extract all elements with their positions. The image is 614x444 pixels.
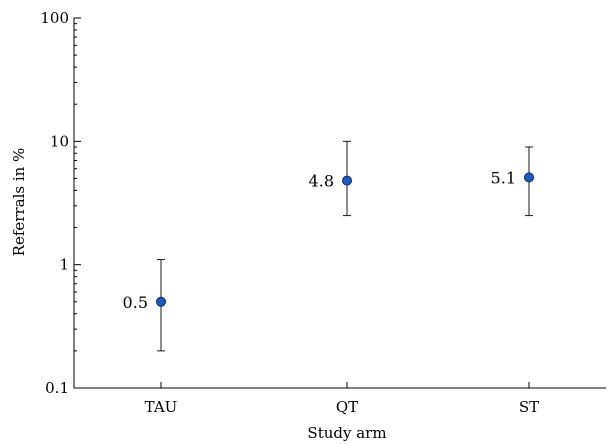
data-marks: 0.5 4.8 5.1 — [123, 140, 534, 352]
x-axis-title: Study arm — [307, 424, 386, 442]
y-tick-label: 0.1 — [45, 379, 69, 397]
data-point — [342, 175, 352, 186]
x-tick-label: QT — [336, 398, 358, 416]
y-tick-label: 100 — [40, 9, 69, 27]
data-point-group: 4.8 — [309, 140, 352, 217]
data-label: 4.8 — [309, 172, 334, 191]
data-point-group: 5.1 — [491, 146, 534, 217]
data-label: 0.5 — [123, 293, 148, 312]
y-axis-title: Referrals in % — [10, 148, 28, 257]
x-tick-label: TAU — [145, 398, 178, 416]
data-point — [524, 172, 534, 183]
x-tick-label: ST — [519, 398, 539, 416]
data-label: 5.1 — [491, 168, 516, 187]
axes — [73, 18, 606, 389]
data-point — [156, 296, 166, 307]
data-point-group: 0.5 — [123, 259, 166, 352]
y-tick-label: 1 — [59, 256, 69, 274]
y-axis-ticks: 0.1 1 10 100 — [40, 9, 81, 397]
y-tick-label: 10 — [50, 132, 69, 150]
x-axis-ticks: TAU QT ST — [145, 382, 539, 416]
